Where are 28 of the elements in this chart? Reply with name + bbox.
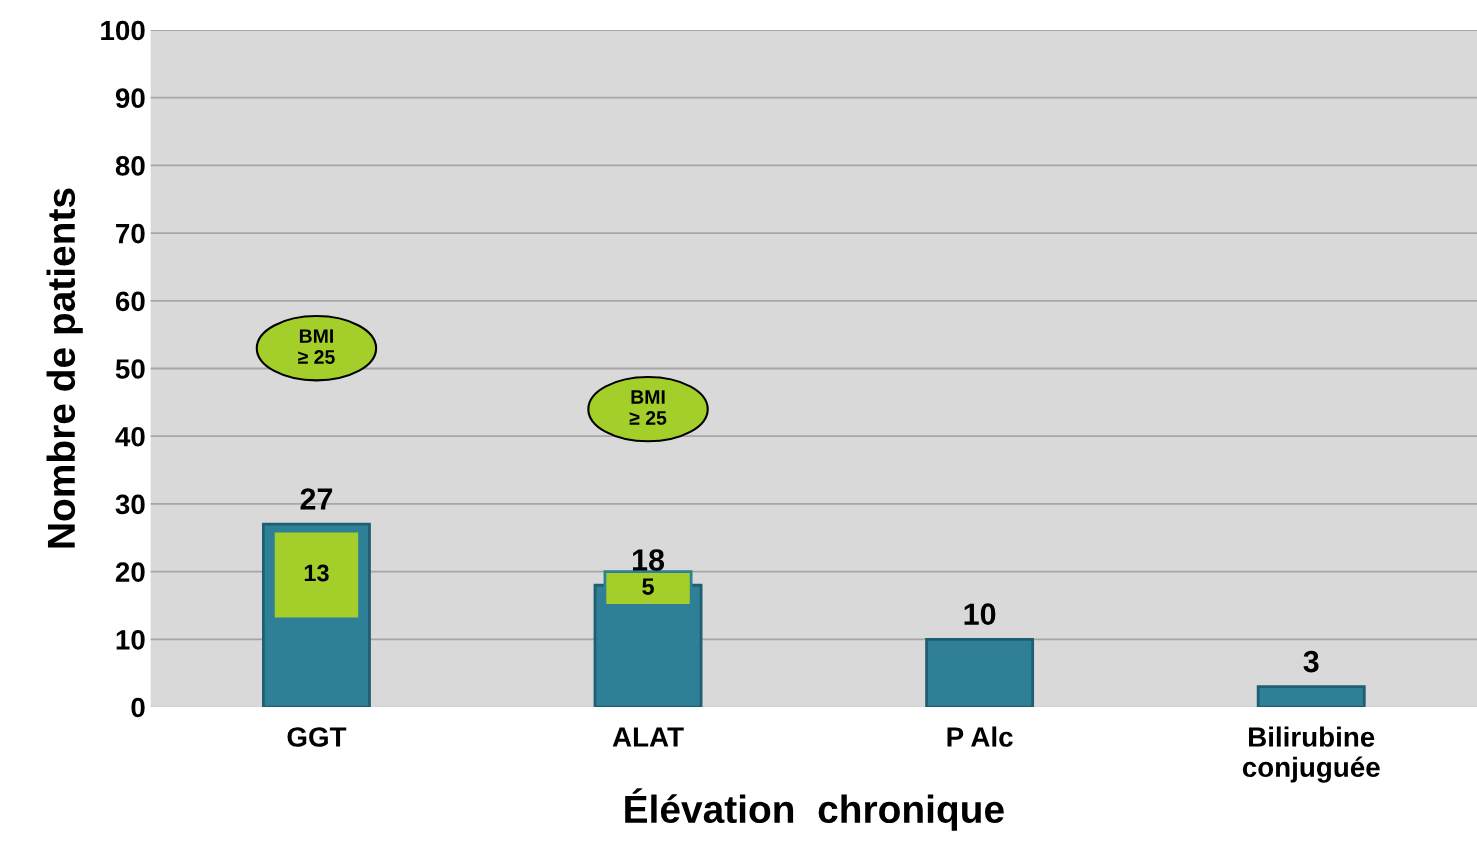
y-tick-label: 20 xyxy=(115,562,145,582)
annotation: BMI ≥ 25 xyxy=(298,329,335,364)
y-tick-label: 10 xyxy=(116,629,145,650)
x-tick-label: Bilirubine conjuguée xyxy=(1242,726,1380,783)
data-label: 13 xyxy=(304,564,329,582)
annotation: BMI ≥ 25 xyxy=(629,390,667,425)
y-tick-label: 30 xyxy=(115,494,145,515)
data-label: 3 xyxy=(1303,650,1319,673)
data-label: 18 xyxy=(632,549,665,571)
y-tick-label: 60 xyxy=(115,291,145,312)
x-axis-title: Élévation chronique xyxy=(625,788,1004,831)
y-tick-label: 40 xyxy=(115,426,145,447)
y-tick-label: 50 xyxy=(115,359,145,379)
bar xyxy=(925,637,1035,708)
x-tick-label: ALAT xyxy=(612,727,684,747)
bar xyxy=(271,529,361,621)
y-tick-label: 80 xyxy=(115,156,145,176)
y-tick-label: 90 xyxy=(115,88,145,109)
y-tick-label: 70 xyxy=(116,223,145,244)
data-label: 5 xyxy=(642,578,654,595)
x-tick-label: GGT xyxy=(287,727,347,747)
bar xyxy=(1256,685,1366,708)
data-label: 10 xyxy=(964,603,996,625)
y-tick-label: 0 xyxy=(131,697,145,718)
y-tick-label: 100 xyxy=(101,20,145,41)
data-label: 27 xyxy=(300,488,333,510)
y-axis-title: Nombre de patients xyxy=(46,188,83,548)
x-tick-label: P Alc xyxy=(947,726,1013,747)
